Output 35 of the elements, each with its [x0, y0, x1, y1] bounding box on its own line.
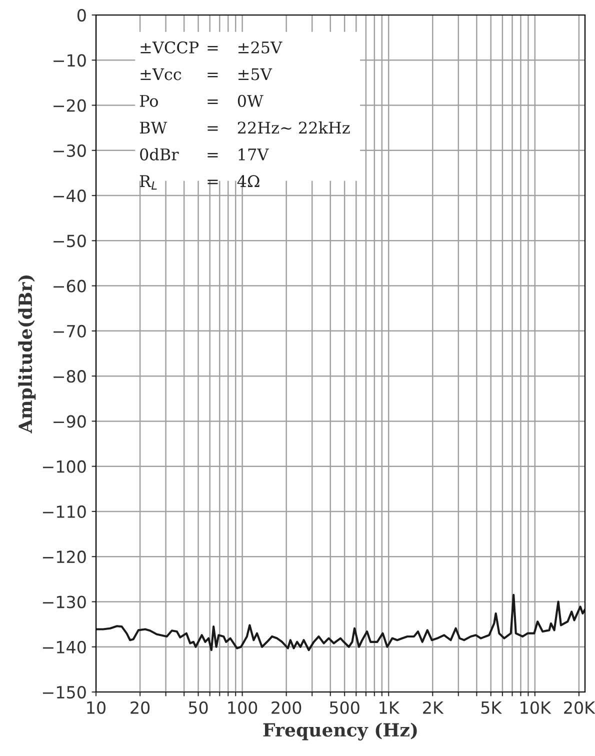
text: R$_{L}$ = 4Ω: [140, 175, 260, 190]
y-tick-label: −60: [54, 280, 86, 292]
y-tick-label: −120: [42, 550, 86, 564]
y-tick-label: −150: [42, 686, 86, 699]
y-tick-label: −10: [54, 54, 86, 67]
y-tick-label: −90: [54, 415, 86, 428]
x-tick-label: 10K: [520, 701, 552, 714]
y-axis-title: Amplitude(dBr): [18, 275, 36, 434]
text: BW = 22Hz~ 22kHz: [140, 121, 350, 134]
text: ±Vcc = ±5V: [140, 68, 272, 80]
x-axis-title: Frequency (Hz): [263, 722, 417, 740]
x-tick-label: 2K: [423, 701, 444, 714]
x-tick-label: 20: [130, 701, 150, 714]
y-tick-label: 0: [77, 8, 86, 22]
y-tick-label: −70: [54, 324, 86, 338]
x-tick-label: 1K: [380, 702, 400, 714]
x-tick-label: 100: [228, 701, 258, 714]
y-tick-label: −140: [42, 640, 86, 654]
y-tick-label: −30: [54, 144, 86, 157]
y-tick-label: −40: [54, 189, 86, 202]
x-tick-label: 200: [272, 701, 302, 714]
text: 0dBr = 17V: [140, 148, 269, 160]
y-tick-label: −100: [42, 460, 86, 473]
y-tick-label: −80: [54, 370, 86, 383]
y-tick-label: −20: [54, 99, 86, 112]
text: ±VCCP = ±25V: [140, 41, 282, 54]
x-tick-label: 500: [330, 701, 360, 714]
x-tick-label: 20K: [564, 701, 595, 714]
x-tick-label: 5K: [481, 702, 502, 714]
y-tick-label: −50: [54, 234, 86, 248]
text: Po = 0W: [140, 94, 264, 107]
x-tick-label: 10: [87, 701, 106, 714]
x-tick-label: 50: [188, 701, 208, 714]
y-tick-label: −130: [42, 596, 86, 608]
y-tick-label: −110: [42, 505, 86, 518]
